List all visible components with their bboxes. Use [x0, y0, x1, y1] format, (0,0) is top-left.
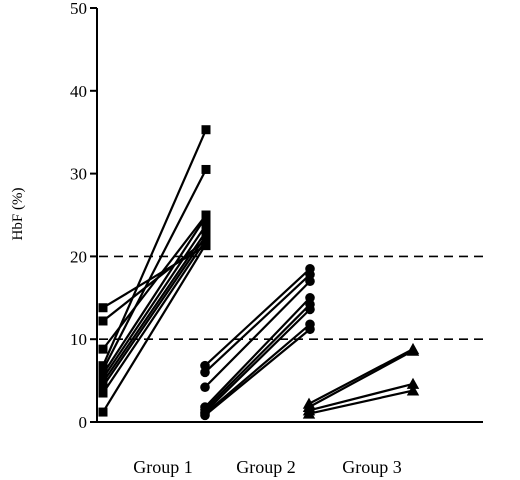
circle-marker — [200, 367, 210, 378]
y-tick-label: 40 — [70, 82, 87, 101]
y-tick-label: 10 — [70, 330, 87, 349]
paired-line — [204, 273, 311, 374]
y-tick-label: 30 — [70, 165, 87, 184]
circle-marker — [305, 276, 315, 287]
square-marker — [98, 388, 108, 398]
paired-lines — [101, 129, 414, 417]
circle-marker — [305, 304, 315, 315]
paired-line — [102, 216, 207, 375]
square-marker — [98, 303, 108, 313]
square-marker — [98, 407, 108, 417]
paired-line — [308, 382, 414, 412]
paired-line — [101, 129, 208, 367]
triangle-marker — [406, 344, 420, 356]
paired-line — [204, 297, 311, 408]
paired-line — [102, 235, 207, 388]
paired-line — [204, 303, 311, 411]
circle-marker — [305, 324, 315, 335]
paired-line — [102, 168, 207, 371]
paired-line — [308, 349, 414, 409]
circle-marker — [200, 382, 210, 393]
axes — [96, 8, 483, 423]
y-tick-label: 0 — [79, 413, 88, 432]
paired-line — [204, 308, 311, 413]
triangle-marker — [406, 384, 420, 396]
square-marker — [98, 344, 108, 354]
paired-line — [102, 239, 207, 394]
triangle-marker — [406, 377, 420, 389]
paired-line — [308, 389, 414, 415]
category-labels: Group 1 Group 2 Group 3 — [133, 457, 402, 477]
y-tick-label: 20 — [70, 247, 87, 266]
square-marker — [201, 164, 211, 174]
category-label: Group 3 — [342, 457, 402, 477]
y-ticks: 0 10 20 30 40 50 — [70, 0, 97, 432]
circle-marker — [200, 410, 210, 421]
square-marker — [98, 316, 108, 326]
square-marker — [201, 212, 211, 222]
circle-marker — [200, 360, 210, 371]
category-label: Group 2 — [236, 457, 296, 477]
triangle-marker — [302, 407, 316, 419]
paired-line — [102, 230, 207, 383]
data-markers — [98, 125, 420, 421]
paired-line — [102, 224, 207, 379]
y-axis-title: HbF (%) — [10, 188, 26, 241]
paired-line — [204, 280, 311, 388]
paired-line — [204, 323, 311, 415]
paired-line — [204, 268, 311, 367]
circle-marker — [305, 269, 315, 280]
y-tick-label: 50 — [70, 0, 87, 18]
square-marker — [201, 239, 211, 249]
square-marker — [201, 125, 211, 135]
paired-line — [204, 328, 311, 417]
category-label: Group 1 — [133, 457, 193, 477]
paired-line — [308, 348, 414, 405]
reference-lines — [99, 255, 483, 341]
paired-line — [102, 243, 207, 413]
circle-marker — [305, 293, 315, 303]
square-marker — [201, 220, 211, 230]
square-marker — [98, 381, 108, 391]
